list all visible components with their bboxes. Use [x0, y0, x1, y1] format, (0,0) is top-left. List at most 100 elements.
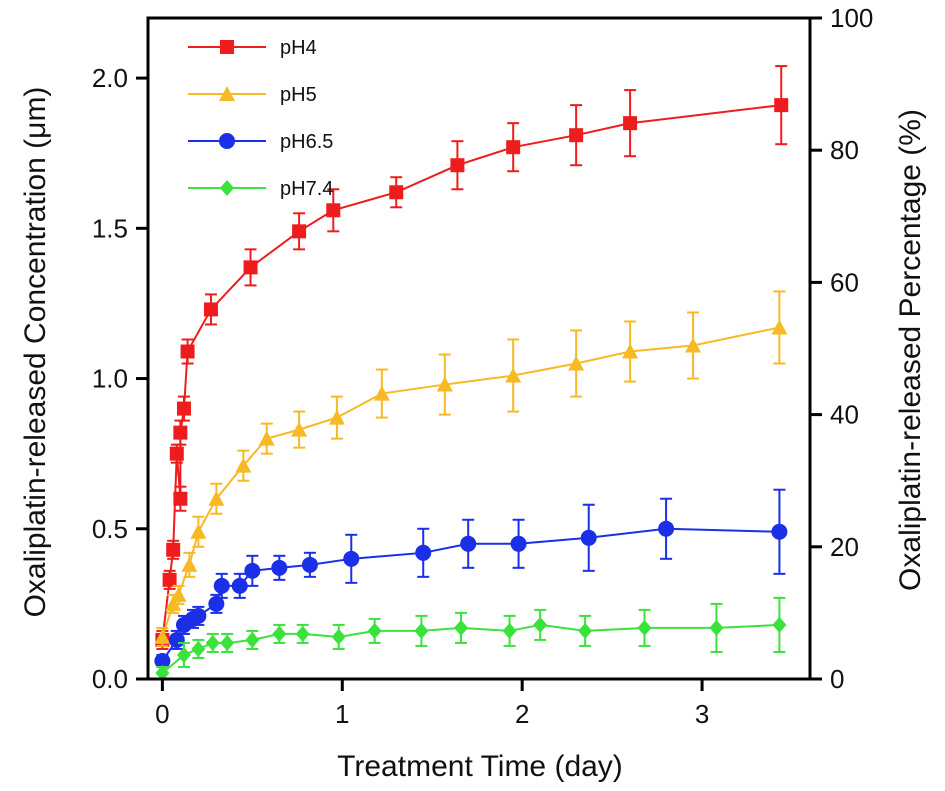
- legend: pH4 pH5 pH6.5 pH7.4: [188, 37, 333, 200]
- data-point: [622, 343, 639, 359]
- data-point: [450, 158, 465, 173]
- data-point: [510, 535, 527, 552]
- data-point: [454, 619, 469, 636]
- data-point: [155, 664, 170, 681]
- data-point: [243, 260, 258, 275]
- data-point: [569, 128, 584, 143]
- legend-label: pH7.4: [280, 178, 333, 200]
- data-point: [505, 367, 522, 383]
- data-point: [623, 116, 638, 131]
- data-point: [154, 652, 171, 669]
- series-ph7-4: [155, 596, 787, 681]
- data-point: [637, 619, 652, 636]
- series-ph5: [154, 290, 788, 647]
- data-point: [205, 634, 220, 651]
- data-point: [181, 556, 198, 572]
- data-point: [190, 607, 207, 624]
- y-tick-label: 0.0: [92, 664, 128, 694]
- data-point: [367, 622, 382, 639]
- data-point: [208, 595, 225, 612]
- legend-label: pH5: [280, 84, 317, 106]
- data-point: [389, 185, 404, 200]
- data-point: [258, 430, 275, 446]
- data-point: [326, 203, 341, 218]
- data-point: [685, 337, 702, 353]
- legend-marker: [220, 40, 234, 54]
- y-tick-label: 1.0: [92, 364, 128, 394]
- plot-frame: [146, 16, 812, 681]
- data-point: [331, 628, 346, 645]
- legend-marker: [220, 180, 234, 196]
- data-point: [771, 523, 788, 540]
- data-point: [533, 616, 548, 633]
- data-point: [176, 401, 191, 416]
- data-point: [191, 640, 206, 657]
- data-point: [231, 577, 248, 594]
- series-layer: [154, 65, 789, 681]
- data-point: [162, 572, 177, 587]
- data-point: [291, 421, 308, 437]
- data-point: [170, 586, 187, 602]
- legend-label: pH4: [280, 37, 317, 59]
- x-tick-label: 0: [155, 699, 169, 729]
- y2-tick-label: 20: [830, 532, 859, 562]
- data-point: [271, 559, 288, 576]
- legend-label: pH6.5: [280, 131, 333, 153]
- y2-tick-label: 60: [830, 267, 859, 297]
- data-point: [502, 622, 517, 639]
- data-point: [774, 98, 789, 113]
- data-point: [220, 634, 235, 651]
- data-point: [578, 622, 593, 639]
- data-point: [295, 625, 310, 642]
- data-point: [180, 344, 195, 359]
- data-point: [190, 523, 207, 539]
- x-tick-label: 2: [515, 699, 529, 729]
- data-point: [154, 628, 171, 644]
- data-point: [245, 631, 260, 648]
- data-point: [173, 491, 188, 506]
- data-point: [244, 562, 261, 579]
- data-point: [203, 302, 218, 317]
- x-tick-label: 3: [695, 699, 709, 729]
- series-line-ph5: [161, 326, 780, 638]
- y-tick-label: 0.5: [92, 514, 128, 544]
- data-point: [272, 625, 287, 642]
- data-point: [373, 385, 390, 401]
- x-axis-title: Treatment Time (day): [337, 750, 623, 783]
- y-axis-right: 0 20 40 60 80 100: [810, 3, 873, 694]
- data-point: [328, 409, 345, 425]
- data-point: [436, 376, 453, 392]
- data-point: [176, 646, 191, 663]
- y2-tick-label: 0: [830, 664, 844, 694]
- data-point: [173, 425, 188, 440]
- data-point: [658, 520, 675, 537]
- data-point: [771, 319, 788, 335]
- y-axis-left: 0.0 0.5 1.0 1.5 2.0: [92, 63, 148, 694]
- data-point: [772, 616, 787, 633]
- y-axis-title-right: Oxaliplatin-released Percentage (%): [894, 109, 927, 591]
- data-point: [709, 619, 724, 636]
- data-point: [568, 355, 585, 371]
- legend-marker: [219, 133, 235, 149]
- x-tick-label: 1: [335, 699, 349, 729]
- data-point: [343, 550, 360, 567]
- data-point: [235, 457, 252, 473]
- y2-tick-label: 100: [830, 3, 873, 33]
- y2-tick-label: 80: [830, 135, 859, 165]
- series-line-ph4: [161, 104, 782, 641]
- data-point: [166, 542, 181, 557]
- data-point: [208, 490, 225, 506]
- data-point: [301, 556, 318, 573]
- y2-tick-label: 40: [830, 400, 859, 430]
- y-tick-label: 2.0: [92, 63, 128, 93]
- legend-marker: [219, 86, 235, 101]
- data-point: [506, 140, 521, 155]
- series-ph6-5: [154, 488, 788, 669]
- y-axis-title-left: Oxaliplatin-released Concentration (μm): [19, 87, 52, 618]
- data-point: [415, 544, 432, 561]
- data-point: [580, 529, 597, 546]
- data-point: [169, 446, 184, 461]
- data-point: [414, 622, 429, 639]
- data-point: [292, 224, 307, 239]
